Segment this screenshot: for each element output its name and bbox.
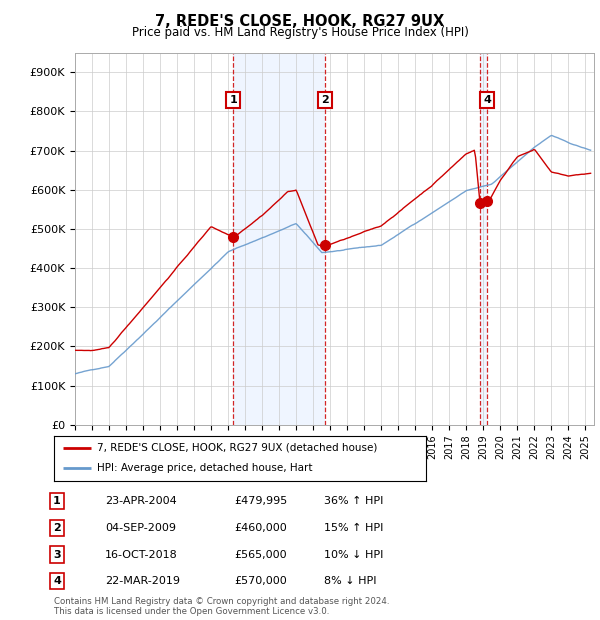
Text: 4: 4	[483, 95, 491, 105]
Text: 36% ↑ HPI: 36% ↑ HPI	[324, 496, 383, 507]
Text: 2: 2	[321, 95, 329, 105]
Text: Contains HM Land Registry data © Crown copyright and database right 2024.: Contains HM Land Registry data © Crown c…	[54, 597, 389, 606]
Text: HPI: Average price, detached house, Hart: HPI: Average price, detached house, Hart	[97, 463, 312, 474]
Text: 7, REDE'S CLOSE, HOOK, RG27 9UX (detached house): 7, REDE'S CLOSE, HOOK, RG27 9UX (detache…	[97, 443, 377, 453]
Text: 4: 4	[53, 576, 61, 587]
Text: 2: 2	[53, 523, 61, 533]
Bar	[233, 53, 325, 425]
Text: 15% ↑ HPI: 15% ↑ HPI	[324, 523, 383, 533]
Text: 04-SEP-2009: 04-SEP-2009	[105, 523, 176, 533]
Text: 1: 1	[53, 496, 61, 507]
Text: £570,000: £570,000	[234, 576, 287, 587]
Text: 8% ↓ HPI: 8% ↓ HPI	[324, 576, 377, 587]
Text: Price paid vs. HM Land Registry's House Price Index (HPI): Price paid vs. HM Land Registry's House …	[131, 26, 469, 39]
Text: 1: 1	[230, 95, 237, 105]
Text: 3: 3	[53, 549, 61, 560]
Bar	[480, 53, 487, 425]
Text: This data is licensed under the Open Government Licence v3.0.: This data is licensed under the Open Gov…	[54, 607, 329, 616]
Text: £479,995: £479,995	[234, 496, 287, 507]
Text: 16-OCT-2018: 16-OCT-2018	[105, 549, 178, 560]
Text: £460,000: £460,000	[234, 523, 287, 533]
Text: £565,000: £565,000	[234, 549, 287, 560]
Text: 7, REDE'S CLOSE, HOOK, RG27 9UX: 7, REDE'S CLOSE, HOOK, RG27 9UX	[155, 14, 445, 29]
Text: 10% ↓ HPI: 10% ↓ HPI	[324, 549, 383, 560]
Text: 23-APR-2004: 23-APR-2004	[105, 496, 177, 507]
Text: 22-MAR-2019: 22-MAR-2019	[105, 576, 180, 587]
